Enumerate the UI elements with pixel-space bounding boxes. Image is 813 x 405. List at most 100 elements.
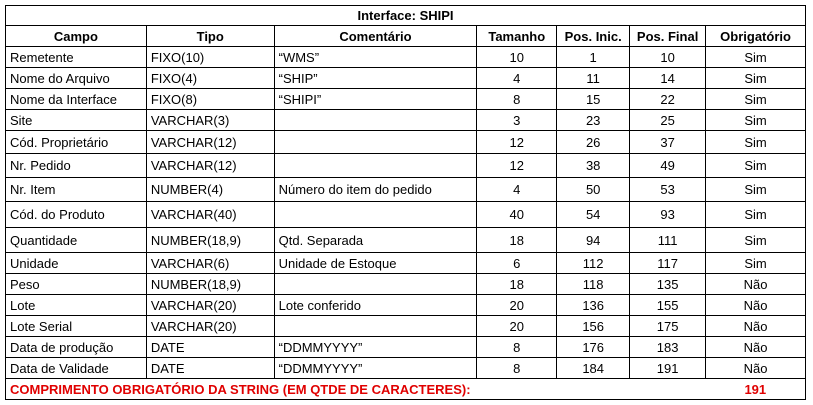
cell-pos-inic: 184 xyxy=(556,357,631,379)
cell-pos-inic: 15 xyxy=(556,88,631,110)
table-title: Interface: SHIPI xyxy=(5,5,806,26)
cell-tipo: FIXO(8) xyxy=(145,88,275,110)
cell-pos-final: 175 xyxy=(629,315,707,337)
cell-obrigatorio: Sim xyxy=(705,227,806,253)
cell-tipo: VARCHAR(12) xyxy=(145,153,275,178)
cell-tamanho: 4 xyxy=(476,67,558,89)
cell-pos-inic: 136 xyxy=(556,294,631,316)
cell-comentario: “SHIPI” xyxy=(273,88,478,110)
header-tipo: Tipo xyxy=(145,25,275,47)
cell-campo: Quantidade xyxy=(5,227,147,253)
header-tamanho: Tamanho xyxy=(476,25,558,47)
header-campo: Campo xyxy=(5,25,147,47)
cell-comentario: Lote conferido xyxy=(273,294,478,316)
table-row: Cód. Proprietário VARCHAR(12) 12 26 37 Sim xyxy=(5,130,806,154)
cell-pos-final: 135 xyxy=(629,273,707,295)
cell-obrigatorio: Não xyxy=(705,273,806,295)
cell-pos-final: 111 xyxy=(629,227,707,253)
cell-tamanho: 18 xyxy=(476,227,558,253)
cell-pos-inic: 118 xyxy=(556,273,631,295)
cell-obrigatorio: Não xyxy=(705,315,806,337)
cell-tipo: NUMBER(4) xyxy=(145,177,275,202)
cell-obrigatorio: Sim xyxy=(705,46,806,68)
cell-pos-inic: 38 xyxy=(556,153,631,178)
cell-campo: Cód. do Produto xyxy=(5,201,147,228)
cell-tipo: NUMBER(18,9) xyxy=(145,227,275,253)
cell-comentario: “DDMMYYYY” xyxy=(273,336,478,358)
cell-tipo: DATE xyxy=(145,357,275,379)
cell-pos-final: 14 xyxy=(629,67,707,89)
cell-pos-inic: 26 xyxy=(556,130,631,154)
header-row: Campo Tipo Comentário Tamanho Pos. Inic.… xyxy=(5,25,806,47)
table-row: Nome da Interface FIXO(8) “SHIPI” 8 15 22 Sim xyxy=(5,88,806,110)
cell-obrigatorio: Sim xyxy=(705,109,806,131)
cell-pos-final: 117 xyxy=(629,252,707,274)
cell-comentario: “DDMMYYYY” xyxy=(273,357,478,379)
cell-tamanho: 3 xyxy=(476,109,558,131)
cell-pos-inic: 112 xyxy=(556,252,631,274)
table-row: Nr. Pedido VARCHAR(12) 12 38 49 Sim xyxy=(5,153,806,178)
cell-campo: Site xyxy=(5,109,147,131)
cell-comentario xyxy=(273,201,478,228)
table-row: Unidade VARCHAR(6) Unidade de Estoque 6 112 1… xyxy=(5,252,806,274)
cell-obrigatorio: Sim xyxy=(705,130,806,154)
cell-tipo: FIXO(10) xyxy=(145,46,275,68)
cell-tamanho: 4 xyxy=(476,177,558,202)
cell-tipo: VARCHAR(40) xyxy=(145,201,275,228)
cell-obrigatorio: Sim xyxy=(705,201,806,228)
cell-campo: Unidade xyxy=(5,252,147,274)
cell-comentario: “WMS” xyxy=(273,46,478,68)
cell-tipo: VARCHAR(3) xyxy=(145,109,275,131)
cell-obrigatorio: Não xyxy=(705,336,806,358)
cell-tipo: NUMBER(18,9) xyxy=(145,273,275,295)
cell-pos-inic: 94 xyxy=(556,227,631,253)
cell-comentario xyxy=(273,153,478,178)
cell-pos-final: 22 xyxy=(629,88,707,110)
cell-obrigatorio: Sim xyxy=(705,88,806,110)
cell-pos-final: 25 xyxy=(629,109,707,131)
cell-comentario: Número do item do pedido xyxy=(273,177,478,202)
cell-tipo: FIXO(4) xyxy=(145,67,275,89)
cell-pos-final: 155 xyxy=(629,294,707,316)
cell-pos-inic: 23 xyxy=(556,109,631,131)
table-row: Lote Serial VARCHAR(20) 20 156 175 Não xyxy=(5,315,806,337)
cell-tamanho: 18 xyxy=(476,273,558,295)
cell-obrigatorio: Sim xyxy=(705,177,806,202)
interface-table: Interface: SHIPI Campo Tipo Comentário T… xyxy=(4,5,806,400)
cell-campo: Nr. Pedido xyxy=(5,153,147,178)
cell-tamanho: 20 xyxy=(476,315,558,337)
cell-tamanho: 8 xyxy=(476,336,558,358)
cell-pos-final: 49 xyxy=(629,153,707,178)
header-obrigatorio: Obrigatório xyxy=(705,25,806,47)
cell-comentario xyxy=(273,315,478,337)
cell-tamanho: 8 xyxy=(476,357,558,379)
cell-pos-final: 53 xyxy=(629,177,707,202)
cell-tamanho: 12 xyxy=(476,130,558,154)
cell-tamanho: 8 xyxy=(476,88,558,110)
cell-pos-final: 191 xyxy=(629,357,707,379)
table-row: Data de produção DATE “DDMMYYYY” 8 176 183 Não xyxy=(5,336,806,358)
cell-tamanho: 12 xyxy=(476,153,558,178)
cell-campo: Nome do Arquivo xyxy=(5,67,147,89)
cell-obrigatorio: Não xyxy=(705,357,806,379)
cell-obrigatorio: Sim xyxy=(705,252,806,274)
cell-campo: Nome da Interface xyxy=(5,88,147,110)
cell-campo: Lote Serial xyxy=(5,315,147,337)
table-row: Lote VARCHAR(20) Lote conferido 20 136 155 Não xyxy=(5,294,806,316)
cell-pos-final: 93 xyxy=(629,201,707,228)
cell-tipo: DATE xyxy=(145,336,275,358)
cell-pos-inic: 156 xyxy=(556,315,631,337)
cell-pos-final: 183 xyxy=(629,336,707,358)
cell-campo: Cód. Proprietário xyxy=(5,130,147,154)
cell-pos-inic: 50 xyxy=(556,177,631,202)
table-row: Data de Validade DATE “DDMMYYYY” 8 184 191 Não xyxy=(5,357,806,379)
cell-campo: Remetente xyxy=(5,46,147,68)
cell-comentario: Qtd. Separada xyxy=(273,227,478,253)
header-comentario: Comentário xyxy=(273,25,478,47)
cell-obrigatorio: Sim xyxy=(705,67,806,89)
cell-tipo: VARCHAR(6) xyxy=(145,252,275,274)
cell-obrigatorio: Não xyxy=(705,294,806,316)
table-row: Nr. Item NUMBER(4) Número do item do pedid… xyxy=(5,177,806,202)
cell-campo: Lote xyxy=(5,294,147,316)
cell-tamanho: 40 xyxy=(476,201,558,228)
